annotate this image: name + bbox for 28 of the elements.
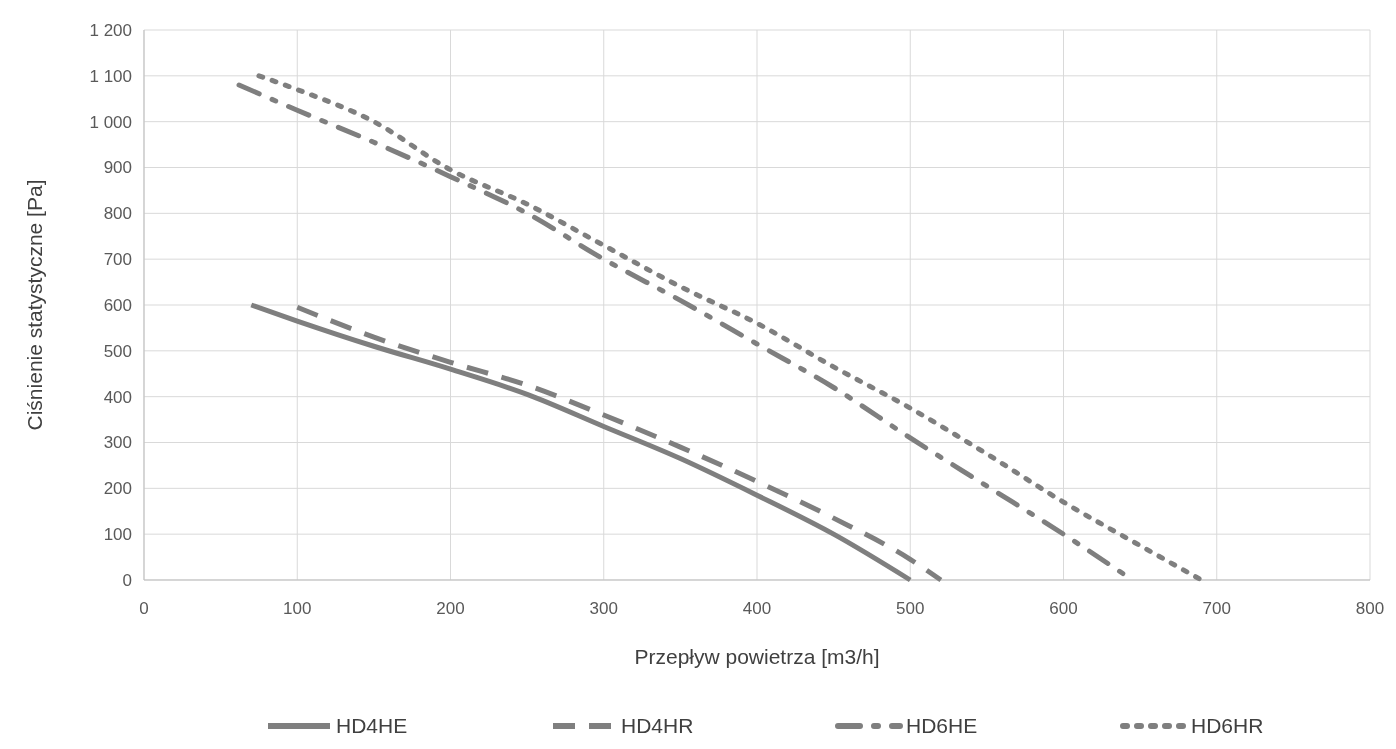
legend-label: HD4HE xyxy=(336,714,408,738)
x-tick-label: 500 xyxy=(896,599,925,618)
y-tick-label: 100 xyxy=(103,525,132,545)
y-tick-label: 1 100 xyxy=(89,66,132,86)
y-tick-label: 900 xyxy=(103,158,132,178)
legend-label: HD6HE xyxy=(906,714,978,738)
y-tick-label: 800 xyxy=(103,204,132,224)
y-tick-label: 1 000 xyxy=(89,112,132,132)
legend-label: HD6HR xyxy=(1191,714,1264,738)
x-axis-title: Przepływ powietrza [m3/h] xyxy=(634,645,880,668)
y-tick-label: 400 xyxy=(103,387,132,407)
x-tick-label: 100 xyxy=(283,599,312,618)
y-tick-label: 0 xyxy=(122,570,132,590)
x-tick-label: 400 xyxy=(742,599,772,618)
x-tick-label: 0 xyxy=(139,599,149,618)
y-tick-label: 700 xyxy=(103,250,132,270)
x-tick-label: 700 xyxy=(1202,599,1231,618)
y-tick-label: 600 xyxy=(103,295,132,315)
y-tick-label: 1 200 xyxy=(89,20,132,40)
x-tick-label: 200 xyxy=(436,599,465,618)
legend-label: HD4HR xyxy=(621,714,694,738)
x-tick-label: 800 xyxy=(1355,599,1385,618)
y-tick-label: 500 xyxy=(103,341,132,361)
y-tick-label: 200 xyxy=(103,479,132,499)
y-tick-label: 300 xyxy=(103,433,132,453)
x-tick-label: 300 xyxy=(589,599,618,618)
y-axis-title: Ciśnienie statystyczne [Pa] xyxy=(23,179,46,431)
x-tick-label: 600 xyxy=(1049,599,1078,618)
